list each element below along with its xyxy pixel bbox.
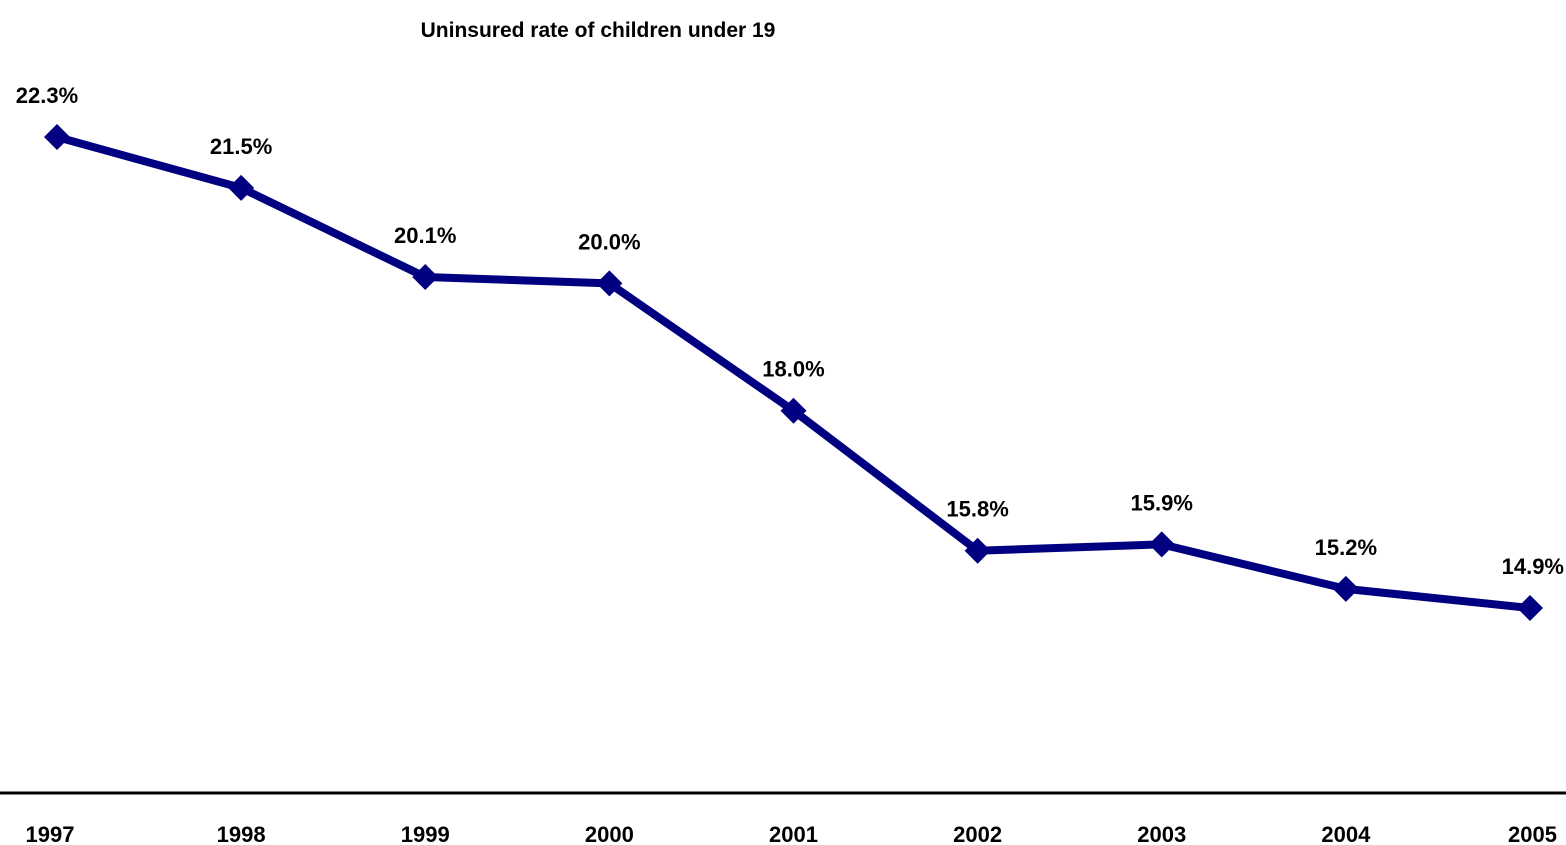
x-tick-label-1999: 1999	[401, 822, 450, 845]
x-tick-label-1998: 1998	[217, 822, 266, 845]
data-point-marker-2002	[964, 537, 991, 564]
data-point-marker-1999	[412, 264, 439, 291]
x-tick-label-2000: 2000	[585, 822, 634, 845]
x-tick-label-1997: 1997	[26, 822, 75, 845]
data-label-2004: 15.2%	[1315, 535, 1377, 560]
x-tick-label-2002: 2002	[953, 822, 1002, 845]
data-label-2003: 15.9%	[1131, 490, 1193, 515]
series-layer	[44, 124, 1543, 621]
data-label-1999: 20.1%	[394, 223, 456, 248]
data-labels: 22.3% 21.5% 20.1% 20.0% 18.0% 15.8% 15.9% 15.2%…	[16, 83, 1564, 579]
data-label-1998: 21.5%	[210, 134, 272, 159]
data-label-2000: 20.0%	[578, 229, 640, 254]
chart-title: Uninsured rate of children under 19	[421, 19, 776, 42]
data-label-2001: 18.0%	[762, 357, 824, 382]
data-label-2002: 15.8%	[946, 497, 1008, 522]
data-label-1997: 22.3%	[16, 83, 78, 108]
x-tick-label-2001: 2001	[769, 822, 818, 845]
data-point-marker-2005	[1517, 595, 1543, 621]
data-point-marker-1998	[228, 174, 255, 201]
data-point-marker-2001	[780, 397, 807, 424]
data-point-marker-2000	[596, 270, 623, 297]
data-point-marker-1997	[44, 124, 70, 150]
x-tick-label-2004: 2004	[1321, 822, 1371, 845]
data-label-2005: 14.9%	[1502, 554, 1564, 579]
data-point-marker-2003	[1148, 531, 1175, 558]
x-tick-label-2005: 2005	[1508, 822, 1557, 845]
data-point-marker-2004	[1332, 575, 1359, 602]
x-axis-tick-labels: 1997 1998 1999 2000 2001 2002 2003 2004 2005	[26, 822, 1557, 845]
x-tick-label-2003: 2003	[1137, 822, 1186, 845]
